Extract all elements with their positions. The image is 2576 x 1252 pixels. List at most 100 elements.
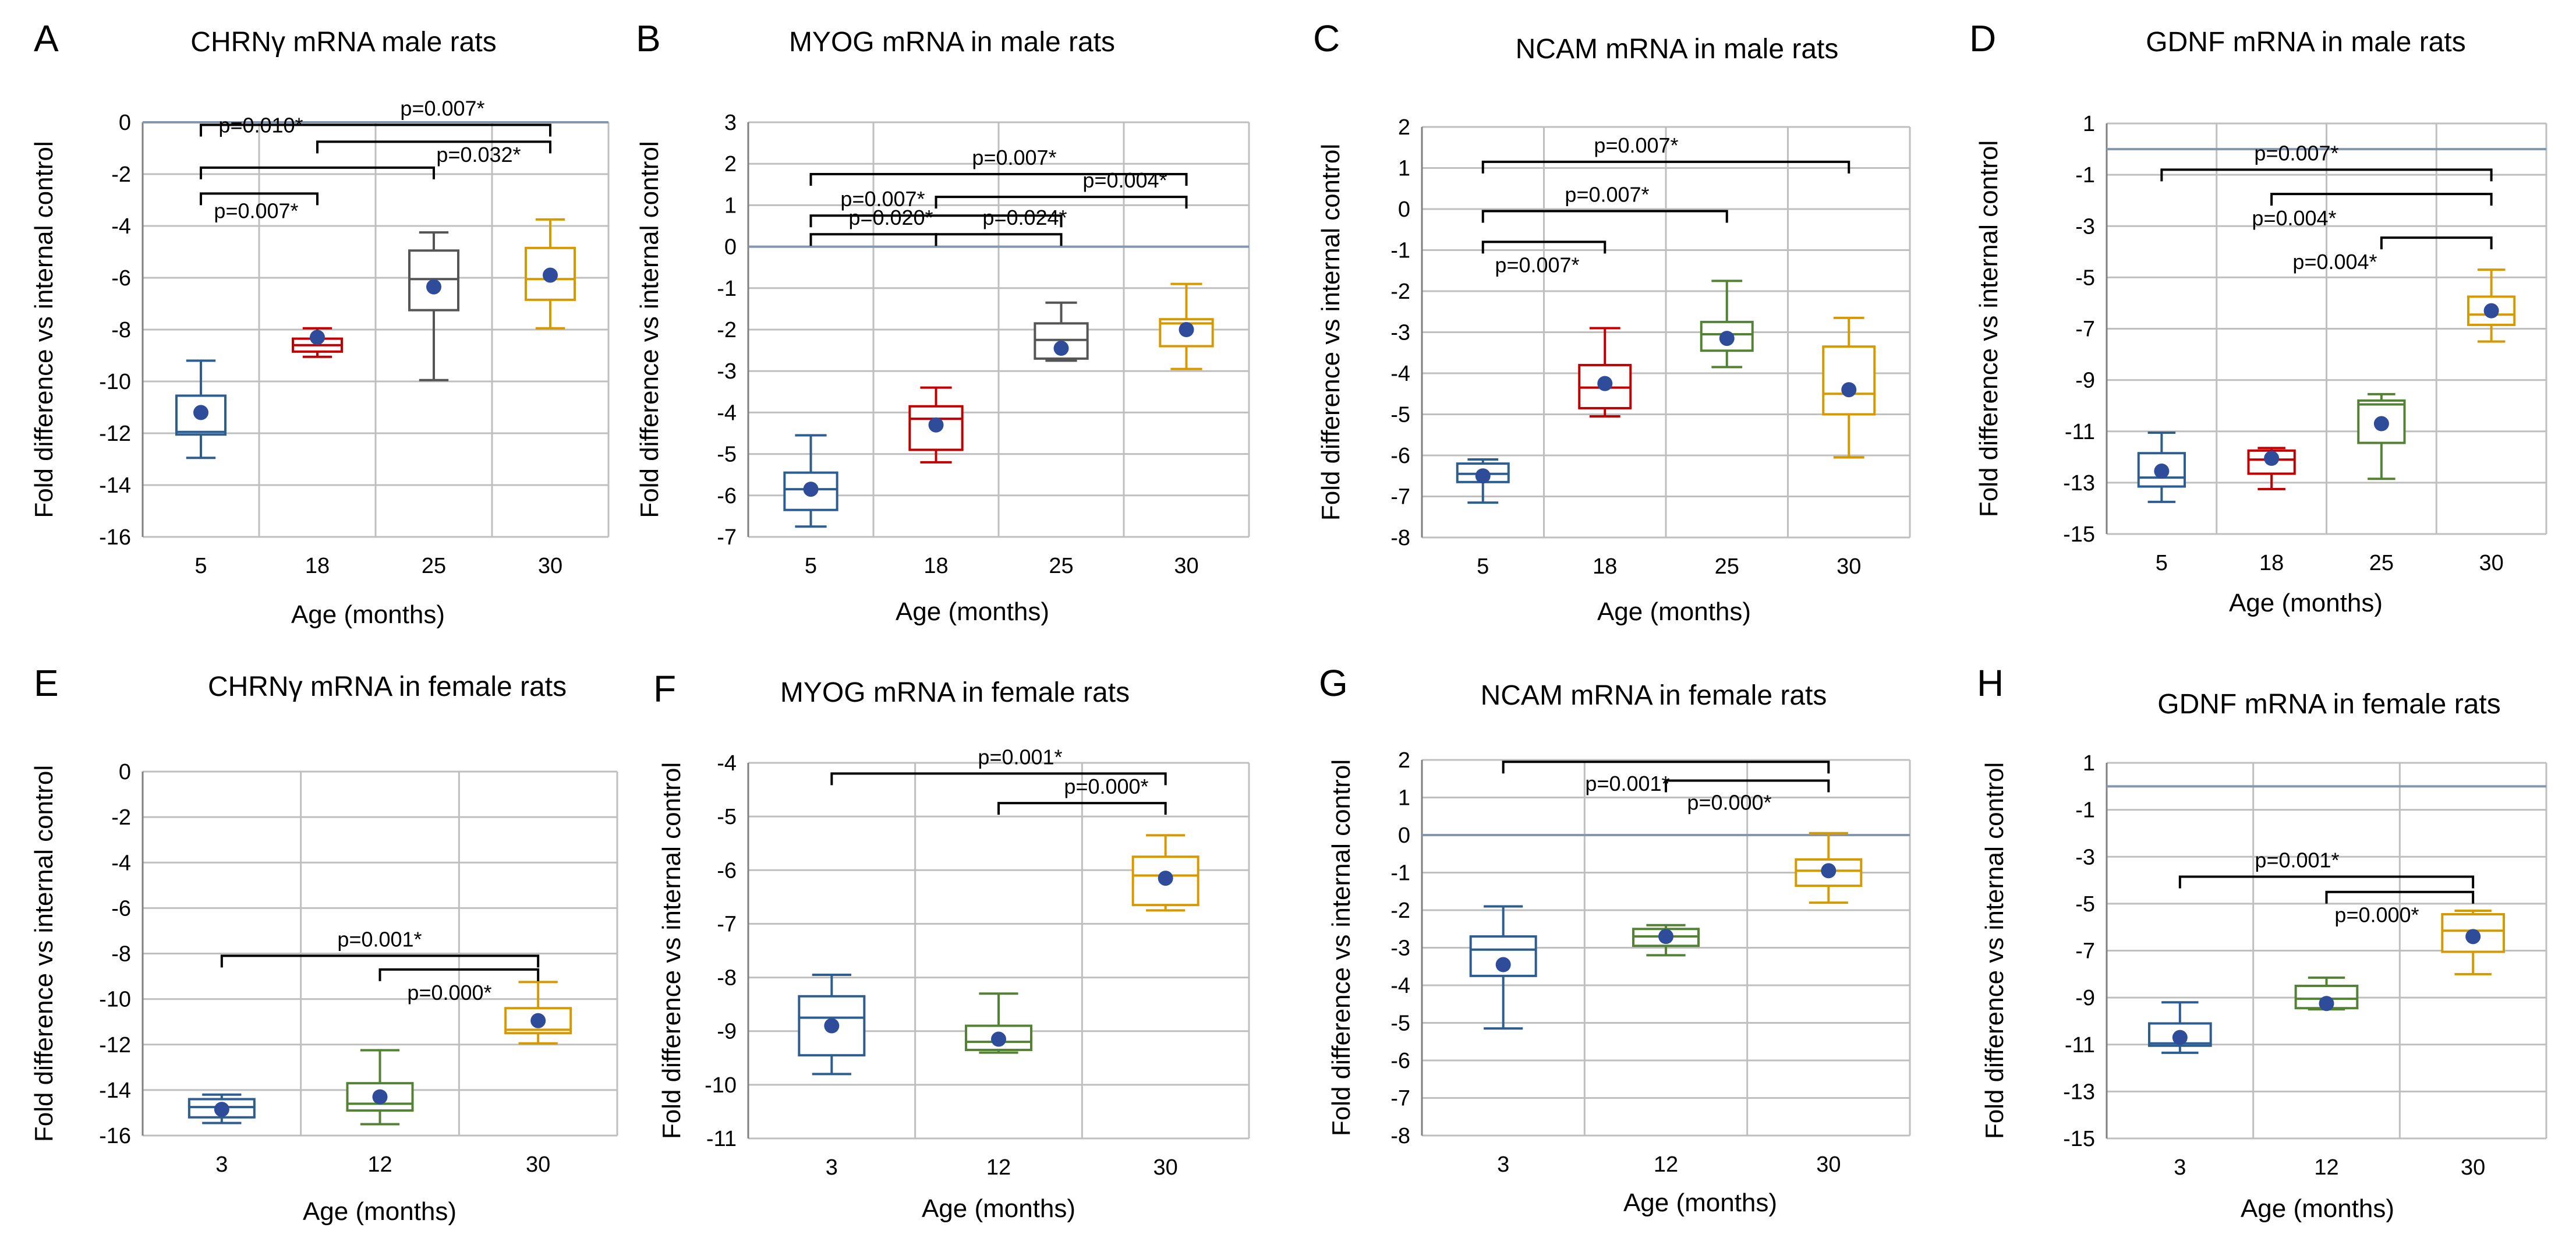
y-tick-label: 2 (1398, 115, 1410, 140)
x-tick-label: 30 (538, 554, 562, 578)
significance-label: p=0.007* (972, 146, 1056, 169)
significance-bracket: p=0.007* (200, 192, 319, 222)
y-tick-label: -8 (111, 942, 131, 967)
y-tick-label: -8 (1390, 1124, 1410, 1148)
y-tick-label: 1 (1398, 786, 1410, 811)
y-axis-label: Fold difference vs internal control (657, 762, 686, 1139)
significance-label: p=0.004* (1082, 168, 1167, 192)
y-tick-label: -16 (99, 1124, 131, 1148)
panel-letter: B (636, 17, 661, 59)
x-tick-label: 5 (194, 554, 207, 578)
x-tick-label: 3 (2174, 1155, 2186, 1180)
x-tick-label: 12 (2314, 1155, 2338, 1180)
y-tick-label: -7 (717, 912, 737, 936)
y-tick-label: -3 (717, 359, 737, 384)
y-tick-label: -1 (2075, 163, 2095, 188)
significance-label: p=0.004* (2252, 206, 2336, 230)
y-tick-label: -1 (1390, 239, 1410, 263)
panel-title: CHRNγ mRNA in female rats (208, 671, 567, 702)
significance-bracket: p=0.001* (830, 745, 1167, 786)
bracket-line (2270, 193, 2493, 206)
y-tick-label: 1 (724, 193, 737, 218)
x-tick-label: 12 (1654, 1152, 1678, 1177)
panel-letter: G (1319, 662, 1348, 704)
y-tick-label: 1 (2083, 751, 2095, 776)
panel-g: G NCAM mRNA in female rats -8 -7 -6 -5 -4 -3 -2 -… (1319, 662, 1911, 1217)
box-plot-18 (2247, 447, 2296, 490)
box-plot-30 (2441, 909, 2506, 975)
panel-title: GDNF mRNA in female rats (2157, 689, 2500, 720)
panel-letter: A (34, 17, 59, 59)
x-tick-label: 12 (986, 1155, 1011, 1180)
y-tick-label: -2 (1390, 899, 1410, 923)
mean-point (803, 482, 819, 497)
x-tick-label: 30 (2479, 551, 2503, 575)
mean-point (1821, 863, 1837, 879)
y-tick-label: -12 (99, 1033, 131, 1058)
panel-title: GDNF mRNA in male rats (2146, 27, 2465, 58)
x-tick-label: 30 (1816, 1152, 1841, 1177)
y-tick-label: -3 (2075, 845, 2095, 869)
y-tick-label: -7 (1390, 1087, 1410, 1111)
y-tick-label: -5 (717, 805, 737, 829)
x-axis-label: Age (months) (1597, 597, 1751, 626)
bracket-line (1665, 779, 1830, 793)
x-tick-label: 5 (2156, 551, 2168, 575)
box-plot-30 (1159, 282, 1214, 370)
y-tick-label: 1 (1398, 157, 1410, 181)
box-plot-12 (965, 992, 1032, 1054)
bracket-line (2178, 875, 2475, 889)
bracket-line (809, 214, 1063, 228)
mean-point (1495, 957, 1511, 972)
x-tick-label: 30 (1174, 554, 1198, 578)
significance-label: p=0.007* (400, 96, 484, 120)
mean-point (1658, 929, 1673, 945)
y-tick-label: -4 (717, 751, 737, 776)
box-plot-12 (346, 1049, 414, 1126)
significance-label: p=0.032* (436, 143, 521, 167)
x-tick-label: 18 (305, 554, 330, 578)
panel-letter: F (653, 668, 676, 710)
x-tick-label: 30 (526, 1152, 550, 1177)
x-tick-label: 25 (422, 554, 446, 578)
bracket-line (200, 123, 551, 137)
x-axis-label: Age (months) (2229, 589, 2383, 617)
x-axis-label: Age (months) (2241, 1194, 2394, 1223)
significance-bracket: p=0.007* (809, 187, 1063, 228)
box-plot-3 (2147, 1001, 2212, 1054)
mean-point (310, 330, 325, 345)
box-plot-5 (2137, 431, 2186, 503)
x-axis-label: Age (months) (1623, 1189, 1777, 1217)
y-tick-label: -7 (2075, 939, 2095, 964)
box-plot-18 (292, 327, 343, 358)
y-tick-label: -4 (111, 214, 131, 239)
y-tick-label: -15 (2063, 1127, 2095, 1151)
bracket-line (830, 772, 1167, 786)
y-tick-label: -12 (99, 422, 131, 446)
box-plot-30 (504, 981, 572, 1045)
significance-bracket: p=0.032* (200, 143, 521, 179)
x-tick-label: 25 (1049, 554, 1073, 578)
x-tick-label: 30 (1837, 554, 1861, 579)
bracket-line (997, 802, 1167, 815)
x-tick-label: 5 (805, 554, 817, 578)
significance-label: p=0.007* (1565, 183, 1649, 207)
box-plot-5 (1456, 458, 1510, 504)
mean-point (1597, 376, 1613, 391)
panel-title: MYOG mRNA in male rats (789, 27, 1115, 58)
box-plot-30 (1795, 832, 1863, 904)
box-plot-30 (2467, 268, 2516, 343)
y-tick-label: -10 (99, 370, 131, 394)
mean-point (2154, 464, 2170, 479)
panel-title: NCAM mRNA in female rats (1481, 680, 1827, 711)
bracket-line (378, 968, 540, 981)
significance-bracket: p=0.001* (2178, 848, 2475, 889)
mean-point (928, 417, 944, 433)
bracket-line (316, 140, 551, 154)
panel-d: D GDNF mRNA in male rats-15-13-11-9-7-5-3… (1969, 17, 2547, 617)
significance-label: p=0.001* (337, 927, 422, 951)
y-tick-label: -11 (2065, 420, 2095, 444)
panel-title: MYOG mRNA in female rats (780, 677, 1130, 708)
bracket-line (2325, 890, 2475, 904)
significance-label: p=0.007* (1495, 253, 1579, 277)
